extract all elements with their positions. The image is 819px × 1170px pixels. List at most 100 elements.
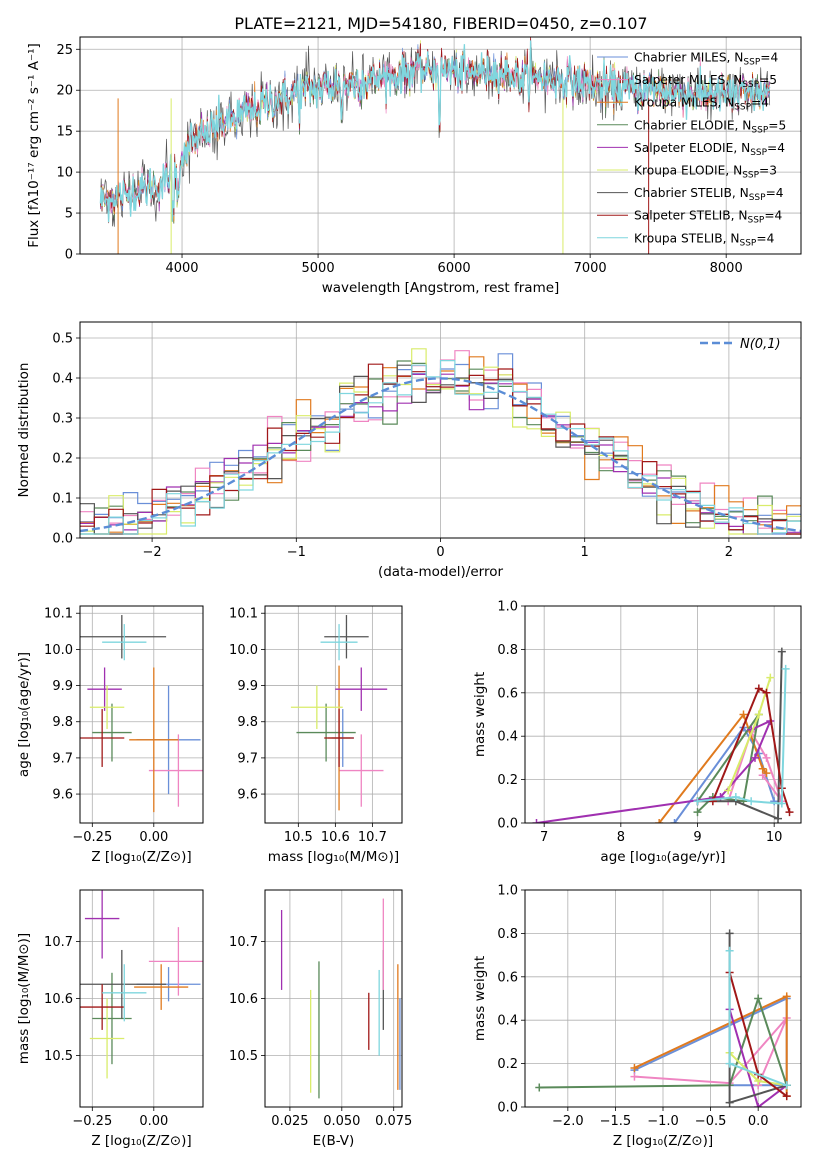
y-tick-label: 10.7 bbox=[229, 935, 258, 950]
legend-label-main: Kroupa ELODIE, N bbox=[634, 164, 742, 178]
weight-marker bbox=[731, 792, 740, 801]
axes-frame bbox=[79, 889, 204, 1108]
x-tick-label: −2 bbox=[143, 545, 162, 560]
error-point bbox=[89, 998, 125, 1079]
y-axis-label: mass [log₁₀(M/M⊙)] bbox=[16, 933, 32, 1064]
x-tick-label: 8000 bbox=[710, 261, 743, 276]
panel-mass_weight_vs_age: 7 8 9 10 0.0 0.2 0.4 0.6 0.8 1.0 age [log₁₀(age/yr… bbox=[472, 600, 802, 865]
legend-label-main: Salpeter STELIB, N bbox=[634, 209, 747, 223]
x-tick-label: 0.00 bbox=[139, 1114, 168, 1129]
panel-age_vs_Z: −0.25 0.00 9.6 9.7 9.8 9.9 10.0 10.1 Z [log₁₀(Z/… bbox=[16, 605, 204, 865]
x-tick-label: 8 bbox=[617, 830, 625, 845]
plot-body-spectrum bbox=[99, 37, 771, 254]
legend-label: Kroupa ELODIE, NSSP=3 bbox=[634, 164, 777, 181]
error-point bbox=[134, 964, 189, 1010]
legend-label-sub: SSP bbox=[747, 216, 764, 226]
weight-marker bbox=[693, 797, 702, 806]
y-tick-label: 9.6 bbox=[52, 788, 73, 803]
axes-frame bbox=[264, 889, 403, 1108]
legend-label-suffix: =4 bbox=[766, 186, 784, 200]
y-tick-label: 10.0 bbox=[44, 643, 73, 658]
weight-line bbox=[634, 1017, 788, 1086]
weight-marker bbox=[754, 994, 763, 1003]
x-tick-label: 4000 bbox=[165, 261, 198, 276]
error-point bbox=[80, 709, 125, 767]
weight-marker bbox=[774, 814, 782, 823]
grid-age_vs_Z bbox=[80, 606, 203, 823]
legend-label-main: Chabrier ELODIE, N bbox=[634, 118, 751, 132]
error-point bbox=[148, 927, 203, 996]
y-tick-label: 9.8 bbox=[52, 715, 73, 730]
axes-frame bbox=[79, 321, 802, 539]
error-point bbox=[92, 972, 132, 1065]
weight-marker bbox=[630, 1072, 639, 1081]
y-tick-label: 0 bbox=[65, 248, 73, 263]
weight-line bbox=[673, 725, 776, 823]
x-tick-label: −1.0 bbox=[647, 1114, 679, 1129]
x-tick-label: 10.7 bbox=[358, 830, 387, 845]
y-tick-label: 20 bbox=[56, 84, 73, 99]
y-tick-label: 25 bbox=[56, 43, 73, 58]
y-tick-label: 10.1 bbox=[229, 607, 258, 622]
panels-group: 4000 5000 6000 7000 80000510152025wavelength… bbox=[16, 36, 802, 1149]
legend-label: Salpeter ELODIE, NSSP=4 bbox=[634, 141, 785, 158]
x-tick-label: 0.075 bbox=[375, 1114, 412, 1129]
legend-label: Chabrier ELODIE, NSSP=5 bbox=[634, 118, 786, 135]
y-tick-label: 10 bbox=[56, 166, 73, 181]
weight-marker bbox=[724, 786, 733, 795]
y-tick-label: 0.2 bbox=[497, 1057, 518, 1072]
x-axis-label: wavelength [Angstrom, rest frame] bbox=[322, 280, 560, 296]
weight-marker bbox=[670, 819, 679, 823]
x-tick-label: −1 bbox=[287, 545, 306, 560]
legend-label-sub: SSP bbox=[734, 103, 751, 113]
legend-label: Kroupa MILES, NSSP=4 bbox=[634, 96, 769, 113]
weight-marker bbox=[747, 797, 756, 806]
y-tick-label: 1.0 bbox=[497, 884, 518, 899]
y-tick-label: 10.0 bbox=[229, 643, 258, 658]
legend-label-sub: SSP bbox=[751, 125, 768, 135]
legend-label-sub: SSP bbox=[742, 171, 759, 181]
y-tick-label: 0.4 bbox=[52, 372, 73, 387]
legend-label: Chabrier MILES, NSSP=4 bbox=[634, 51, 778, 68]
legend-label-sub: SSP bbox=[743, 58, 760, 68]
grid-mass_vs_Z bbox=[80, 890, 203, 1107]
x-axis-label: Z [log₁₀(Z/Z⊙)] bbox=[91, 849, 191, 865]
error-point bbox=[296, 703, 356, 762]
error-point bbox=[92, 703, 132, 762]
legend-label: Salpeter STELIB, NSSP=4 bbox=[634, 209, 783, 226]
hist-step bbox=[80, 360, 801, 535]
y-tick-label: 10.6 bbox=[229, 992, 258, 1007]
y-tick-label: 15 bbox=[56, 125, 73, 140]
x-axis-label: Z [log₁₀(Z/Z⊙)] bbox=[91, 1133, 191, 1149]
y-tick-label: 0.4 bbox=[497, 1014, 518, 1029]
weight-marker bbox=[777, 647, 786, 656]
error-point bbox=[339, 734, 384, 807]
grid-mass_vs_EBV bbox=[265, 890, 402, 1107]
plot-body-mass_vs_Z bbox=[80, 890, 203, 1079]
error-point bbox=[290, 685, 343, 729]
x-axis-label: E(B-V) bbox=[313, 1133, 355, 1149]
x-tick-label: −0.25 bbox=[72, 1114, 112, 1129]
legend-label: Salpeter MILES, NSSP=5 bbox=[634, 73, 777, 90]
weight-marker bbox=[754, 1103, 763, 1107]
x-axis-label: (data-model)/error bbox=[378, 564, 504, 580]
figure-title: PLATE=2121, MJD=54180, FIBERID=0450, z=0… bbox=[234, 14, 647, 33]
error-point bbox=[324, 709, 354, 767]
y-tick-label: 0.6 bbox=[497, 970, 518, 985]
plot-body-mass_weight_vs_Z bbox=[535, 929, 791, 1107]
x-tick-label: 1 bbox=[581, 545, 589, 560]
error-point bbox=[80, 949, 167, 1019]
plot-body-residual_hist bbox=[80, 348, 801, 535]
weight-marker bbox=[532, 819, 541, 823]
x-axis-label: Z [log₁₀(Z/Z⊙)] bbox=[613, 1133, 713, 1149]
weight-marker bbox=[751, 753, 759, 762]
legend-label-main: Kroupa MILES, N bbox=[634, 96, 734, 110]
weight-marker bbox=[630, 1063, 639, 1072]
weight-marker bbox=[725, 929, 734, 938]
panel-mass_vs_Z: −0.25 0.00 10.5 10.6 10.7 Z [log₁₀(Z/Z⊙)] mass… bbox=[16, 889, 204, 1149]
x-axis-label: age [log₁₀(age/yr)] bbox=[600, 849, 725, 865]
x-tick-label: 10.5 bbox=[284, 830, 313, 845]
y-axis-label: Normed distribution bbox=[16, 363, 32, 498]
normal-curve bbox=[80, 377, 801, 533]
